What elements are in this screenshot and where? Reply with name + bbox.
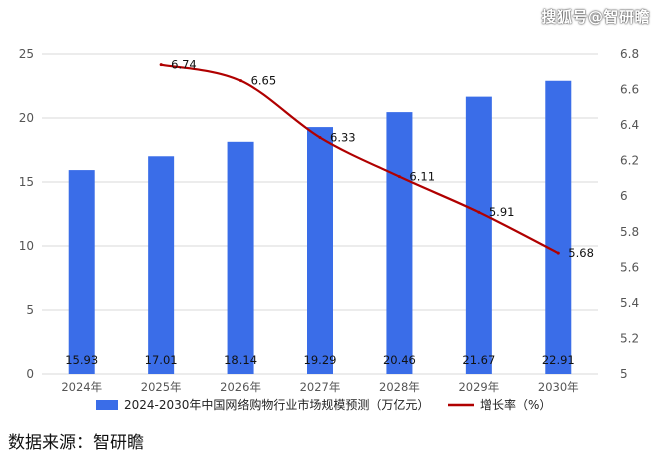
legend-line-label: 增长率（%） [480,397,551,412]
y-right-tick-label: 5.6 [620,260,639,274]
line-point [318,136,322,140]
x-tick-label: 2030年 [538,380,579,394]
bar [545,80,572,374]
bar-value-label: 21.67 [462,353,495,367]
bar [307,127,333,374]
y-right-tick-label: 6 [620,189,628,203]
x-tick-label: 2024年 [61,380,102,394]
x-tick-label: 2029年 [458,380,499,394]
bar [68,170,95,374]
y-right-tick-label: 5.8 [620,225,639,239]
bar-value-label: 15.93 [65,353,98,367]
x-tick-label: 2025年 [141,380,182,394]
bar [386,112,413,374]
chart: 0 5 10 15 20 25 5 5.2 5.4 5.6 5.8 6 6.2 6.4 6.6 6.8 15.9… [19,47,639,412]
y-right-tick-label: 5.4 [620,296,639,310]
bar-value-label: 18.14 [224,353,257,367]
watermark: 搜狐号@智研瞻 [541,8,650,26]
bar [465,96,492,375]
line-point [239,79,243,83]
y-right-tick-label: 5.2 [620,331,639,345]
y-right-tick-label: 6.4 [620,118,639,132]
x-tick-label: 2027年 [300,380,341,394]
bar [227,141,254,374]
line-point [159,63,163,67]
y-right-tick-label: 6.6 [620,83,639,97]
y-left-tick-label: 5 [26,303,34,317]
growth-rate-line [160,63,559,255]
y-left-tick-label: 10 [19,239,34,253]
line-value-label: 6.33 [330,131,356,145]
x-tick-label: 2028年 [379,380,420,394]
y-right-tick-label: 6.2 [620,154,639,168]
line-value-label: 6.74 [171,58,197,72]
source-text: 数据来源：智研瞻 [8,433,144,453]
line-point [556,251,560,255]
line-value-label: 6.11 [409,170,435,184]
bar-value-label: 19.29 [304,353,337,367]
legend-bar-swatch [96,400,118,410]
x-tick-label: 2026年 [220,380,261,394]
bar [148,156,175,374]
y-left-tick-label: 20 [19,111,34,125]
line-point [477,210,481,214]
y-left-tick-label: 15 [19,175,34,189]
y-right-tick-label: 6.8 [620,47,639,61]
line-value-label: 5.68 [568,246,594,260]
y-right-tick-label: 5 [620,367,628,381]
legend-bar-label: 2024-2030年中国网络购物行业市场规模预测（万亿元） [124,397,429,412]
bar-value-label: 20.46 [383,353,416,367]
y-left-tick-label: 25 [19,47,34,61]
line-value-label: 6.65 [251,74,277,88]
bar-value-label: 17.01 [145,353,178,367]
line-point [397,175,401,179]
bar-value-label: 22.91 [542,353,575,367]
y-left-tick-label: 0 [26,367,34,381]
line-value-label: 5.91 [489,205,515,219]
